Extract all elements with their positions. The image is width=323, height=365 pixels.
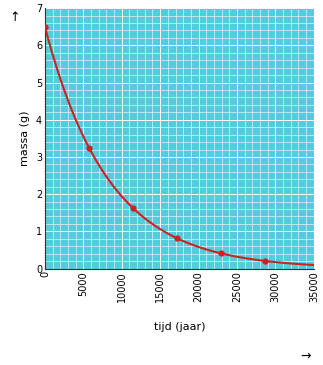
Text: ↑: ↑ bbox=[9, 11, 20, 24]
Y-axis label: massa (g): massa (g) bbox=[20, 111, 30, 166]
Text: →: → bbox=[300, 349, 311, 362]
X-axis label: tijd (jaar): tijd (jaar) bbox=[154, 322, 205, 332]
